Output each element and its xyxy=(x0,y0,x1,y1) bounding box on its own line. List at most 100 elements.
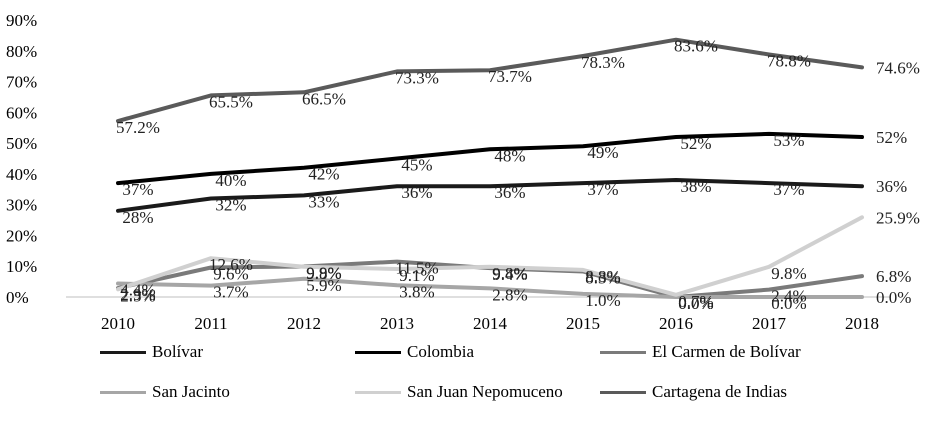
data-point xyxy=(767,132,771,136)
data-label: 36% xyxy=(876,177,907,196)
y-tick-label: 40% xyxy=(6,165,37,184)
x-tick-label: 2017 xyxy=(752,314,787,333)
data-point xyxy=(488,68,492,72)
legend-item: San Jacinto xyxy=(100,382,230,402)
y-tick-label: 50% xyxy=(6,134,37,153)
data-label: 48% xyxy=(494,146,525,165)
data-label: 42% xyxy=(308,165,339,184)
data-label: 52% xyxy=(876,128,907,147)
legend-swatch xyxy=(100,390,146,394)
data-label: 73.7% xyxy=(488,67,532,86)
data-label: 0.0% xyxy=(876,288,911,307)
data-point xyxy=(767,295,771,299)
data-point xyxy=(116,119,120,123)
data-point xyxy=(488,265,492,269)
data-label: 32% xyxy=(215,196,246,215)
data-label: 11.5% xyxy=(395,259,438,278)
data-label: 1.0% xyxy=(585,291,620,310)
data-point xyxy=(209,265,213,269)
legend-item: El Carmen de Bolívar xyxy=(600,342,801,362)
legend-item: Bolívar xyxy=(100,342,203,362)
legend-label: Bolívar xyxy=(152,342,203,361)
data-label: 9.1% xyxy=(399,266,434,285)
data-point xyxy=(395,69,399,73)
data-label: 73.3% xyxy=(395,68,439,87)
data-point xyxy=(395,184,399,188)
data-point xyxy=(209,256,213,260)
data-label: 37% xyxy=(587,180,618,199)
data-point xyxy=(860,184,864,188)
data-label: 3.8% xyxy=(399,282,434,301)
data-label: 57.2% xyxy=(116,118,160,137)
data-point xyxy=(488,147,492,151)
data-label: 0.0% xyxy=(771,294,806,313)
y-tick-label: 70% xyxy=(6,73,37,92)
data-point xyxy=(674,135,678,139)
data-point xyxy=(581,54,585,58)
data-point xyxy=(581,268,585,272)
data-label: 74.6% xyxy=(876,58,920,77)
data-label: 53% xyxy=(773,131,804,150)
legend-swatch xyxy=(355,390,401,394)
data-point xyxy=(488,184,492,188)
data-point xyxy=(767,181,771,185)
data-point xyxy=(860,274,864,278)
line-chart: 0%10%20%30%40%50%60%70%80%90% 2010 2011 20… xyxy=(6,11,920,333)
data-label: 9.8% xyxy=(306,264,341,283)
data-point xyxy=(767,288,771,292)
data-label: 52% xyxy=(680,134,711,153)
data-point xyxy=(860,65,864,69)
data-label: 49% xyxy=(587,143,618,162)
data-label: 9.8% xyxy=(771,264,806,283)
data-point xyxy=(674,178,678,182)
legend-swatch xyxy=(600,350,646,354)
x-tick-label: 2010 xyxy=(101,314,135,333)
x-tick-label: 2014 xyxy=(473,314,508,333)
x-tick-label: 2015 xyxy=(566,314,600,333)
x-axis: 2010 2011 2012 2013 2014 2015 2016 2017 2018 xyxy=(66,296,890,333)
data-point xyxy=(116,281,120,285)
data-label: 37% xyxy=(773,180,804,199)
legend-item: Cartagena de Indias xyxy=(600,382,787,402)
data-label: 9.9% xyxy=(306,264,341,283)
legend-label: San Jacinto xyxy=(152,382,230,401)
data-point xyxy=(581,181,585,185)
data-label: 33% xyxy=(308,192,339,211)
data-labels: 28% 32% 33% 36% 36% 37% 38% 37% 36% 37% 40% 42% 45% 4… xyxy=(116,37,920,313)
data-label: 8.3% xyxy=(585,268,620,287)
legend: Bolívar Colombia El Carmen de Bolívar San J… xyxy=(0,340,948,420)
data-label: 4.4% xyxy=(120,280,155,299)
data-point xyxy=(116,287,120,291)
y-tick-label: 90% xyxy=(6,11,37,30)
x-tick-label: 2012 xyxy=(287,314,321,333)
data-point xyxy=(581,292,585,296)
data-label: 5.9% xyxy=(306,276,341,295)
data-label: 65.5% xyxy=(209,92,253,111)
data-label: 2.5% xyxy=(120,286,155,305)
data-point xyxy=(209,93,213,97)
y-tick-label: 10% xyxy=(6,257,37,276)
x-tick-label: 2011 xyxy=(194,314,227,333)
data-point xyxy=(302,265,306,269)
data-label: 83.6% xyxy=(674,37,718,56)
data-label: 3.7% xyxy=(213,283,248,302)
data-label: 37% xyxy=(122,180,153,199)
legend-swatch xyxy=(100,350,146,354)
data-point xyxy=(302,277,306,281)
data-point xyxy=(116,209,120,213)
data-label: 66.5% xyxy=(302,89,346,108)
data-point xyxy=(395,283,399,287)
legend-label: El Carmen de Bolívar xyxy=(652,342,801,361)
x-tick-label: 2016 xyxy=(659,314,693,333)
y-tick-label: 30% xyxy=(6,196,37,215)
data-label: 78.8% xyxy=(767,51,811,70)
data-point xyxy=(860,215,864,219)
data-point xyxy=(860,135,864,139)
y-tick-label: 0% xyxy=(6,288,29,307)
data-label: 0.7% xyxy=(678,292,713,311)
legend-label: San Juan Nepomuceno xyxy=(407,382,563,401)
data-label: 28% xyxy=(122,208,153,227)
y-axis: 0% 10% 20% 30% 40% 50% 60% 70% 80% 90% xyxy=(6,11,37,307)
data-point xyxy=(395,267,399,271)
data-point xyxy=(209,284,213,288)
